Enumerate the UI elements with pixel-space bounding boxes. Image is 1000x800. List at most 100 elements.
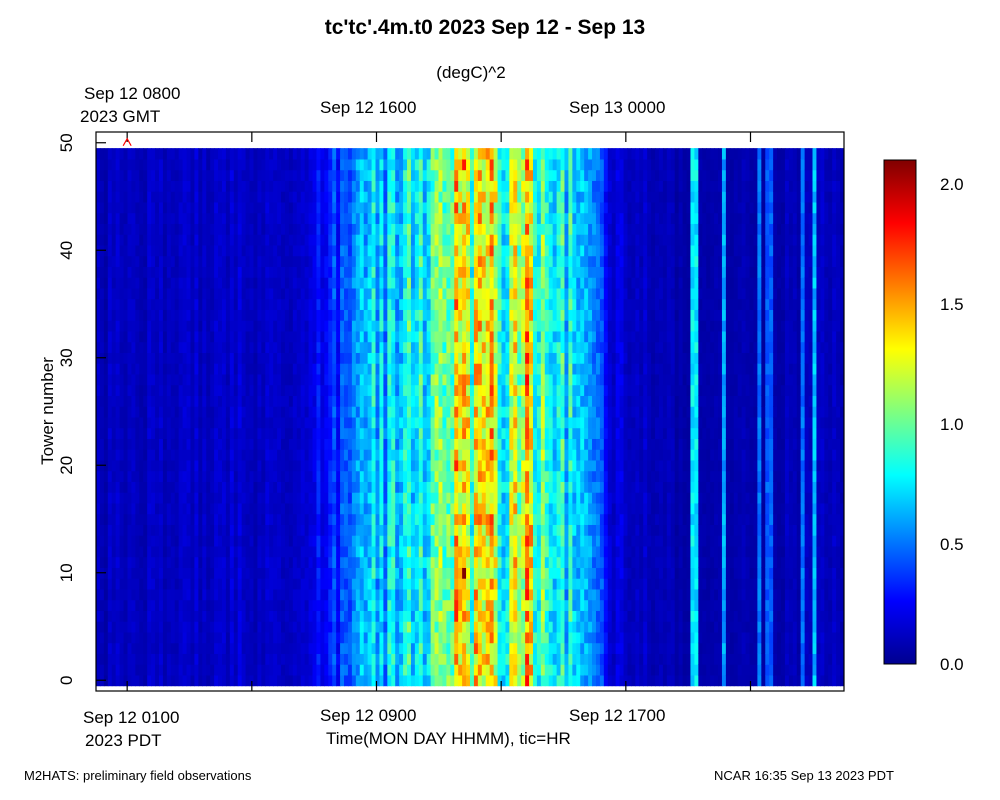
heatmap-cell (462, 664, 467, 676)
heatmap-cell (363, 513, 369, 525)
heatmap-cell (454, 384, 459, 396)
heatmap-cell (438, 287, 444, 300)
heatmap-cell (233, 642, 239, 654)
heatmap-cell (320, 459, 325, 472)
heatmap-cell (359, 352, 365, 364)
heatmap-cell (434, 298, 440, 310)
heatmap-cell (143, 320, 148, 332)
heatmap-cell (355, 148, 361, 160)
heatmap-cell (316, 610, 321, 622)
heatmap-cell (143, 223, 148, 235)
heatmap-cell (158, 599, 164, 611)
heatmap-cell (249, 330, 255, 343)
heatmap-cell (265, 427, 270, 439)
heatmap-cell (178, 567, 184, 579)
heatmap-cell (414, 599, 420, 611)
heatmap-cell (210, 330, 215, 343)
heatmap-cell (139, 621, 144, 633)
heatmap-cell (288, 148, 294, 160)
heatmap-cell (237, 631, 243, 644)
heatmap-cell (477, 513, 483, 525)
heatmap-cell (225, 223, 231, 235)
heatmap-cell (257, 363, 262, 375)
heatmap-cell (166, 180, 172, 192)
heatmap-cell (119, 459, 125, 472)
heatmap-cell (403, 459, 408, 472)
heatmap-cell (198, 384, 203, 396)
heatmap-cell (450, 588, 455, 601)
heatmap-cell (462, 653, 467, 665)
heatmap-cell (111, 320, 117, 332)
heatmap-cell (367, 244, 373, 257)
heatmap-cell (477, 212, 483, 224)
heatmap-cell (328, 524, 333, 536)
heatmap-cell (383, 524, 388, 536)
heatmap-cell (454, 438, 459, 450)
heatmap-cell (477, 492, 483, 504)
heatmap-cell (355, 535, 361, 547)
heatmap-cell (462, 352, 467, 364)
heatmap-cell (131, 180, 136, 192)
heatmap-cell (257, 502, 262, 515)
heatmap-cell (174, 438, 180, 450)
heatmap-cell (296, 513, 302, 525)
heatmap-cell (162, 212, 168, 224)
heatmap-cell (344, 373, 349, 386)
heatmap-cell (186, 287, 192, 300)
heatmap-cell (202, 309, 207, 321)
heatmap-cell (438, 158, 444, 171)
heatmap-cell (261, 588, 266, 601)
heatmap-cell (265, 148, 270, 160)
heatmap-cell (127, 158, 133, 171)
heatmap-cell (96, 395, 101, 407)
heatmap-cell (269, 309, 274, 321)
heatmap-cell (296, 502, 302, 515)
heatmap-cell (351, 330, 357, 343)
heatmap-cell (300, 610, 306, 622)
heatmap-cell (198, 234, 203, 246)
heatmap-cell (363, 320, 369, 332)
heatmap-cell (119, 298, 125, 310)
heatmap-cell (170, 438, 176, 450)
heatmap-cell (344, 481, 349, 493)
heatmap-cell (147, 234, 152, 246)
heatmap-cell (407, 427, 412, 439)
heatmap-cell (414, 427, 420, 439)
heatmap-cell (473, 556, 479, 568)
heatmap-cell (111, 244, 117, 257)
heatmap-cell (446, 234, 451, 246)
heatmap-cell (194, 621, 199, 633)
heatmap-cell (162, 309, 168, 321)
heatmap-cell (170, 373, 176, 386)
heatmap-cell (273, 373, 278, 386)
heatmap-cell (438, 266, 444, 278)
heatmap-cell (379, 148, 384, 160)
heatmap-cell (190, 201, 196, 214)
heatmap-cell (229, 578, 235, 590)
heatmap-cell (296, 567, 302, 579)
heatmap-cell (162, 578, 168, 590)
heatmap-cell (410, 599, 416, 611)
heatmap-cell (391, 535, 396, 547)
heatmap-cell (359, 674, 365, 687)
heatmap-cell (218, 449, 223, 461)
heatmap-cell (261, 395, 266, 407)
heatmap-cell (166, 567, 172, 579)
heatmap-cell (269, 588, 274, 601)
heatmap-cell (155, 244, 160, 257)
heatmap-cell (371, 148, 377, 160)
heatmap-cell (470, 578, 475, 590)
heatmap-cell (383, 298, 388, 310)
heatmap-cell (210, 395, 215, 407)
heatmap-cell (210, 653, 215, 665)
heatmap-cell (288, 223, 294, 235)
heatmap-cell (363, 631, 369, 644)
heatmap-cell (458, 180, 463, 192)
heatmap-cell (119, 492, 125, 504)
heatmap-cell (190, 352, 196, 364)
heatmap-cell (139, 578, 144, 590)
heatmap-cell (115, 373, 121, 386)
heatmap-cell (328, 664, 333, 676)
heatmap-cell (277, 287, 282, 300)
heatmap-cell (450, 234, 455, 246)
